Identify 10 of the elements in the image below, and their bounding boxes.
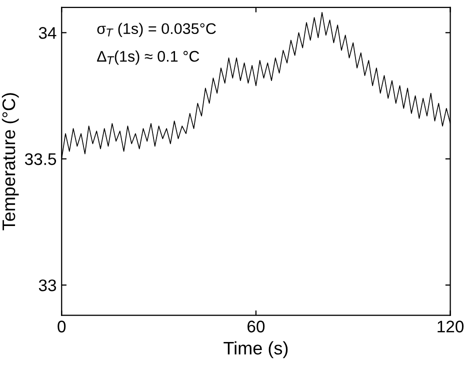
x-tick-label: 0 [58, 320, 66, 332]
y-tick-label: 34 [38, 27, 56, 39]
y-axis-title: Temperature (°C) [2, 93, 19, 230]
annotation: Δ$_{T}$(1s) ≈ 0.1 °C [97, 50, 200, 65]
x-tick-label: 120 [438, 320, 464, 332]
x-axis-title: Time (s) [224, 341, 288, 358]
y-tick-label: 33.5 [24, 153, 56, 166]
x-tick-label: 60 [248, 320, 265, 332]
y-tick-label: 33 [38, 279, 56, 292]
annotation: σ$_{T}$ (1s) = 0.035°C [97, 22, 216, 38]
